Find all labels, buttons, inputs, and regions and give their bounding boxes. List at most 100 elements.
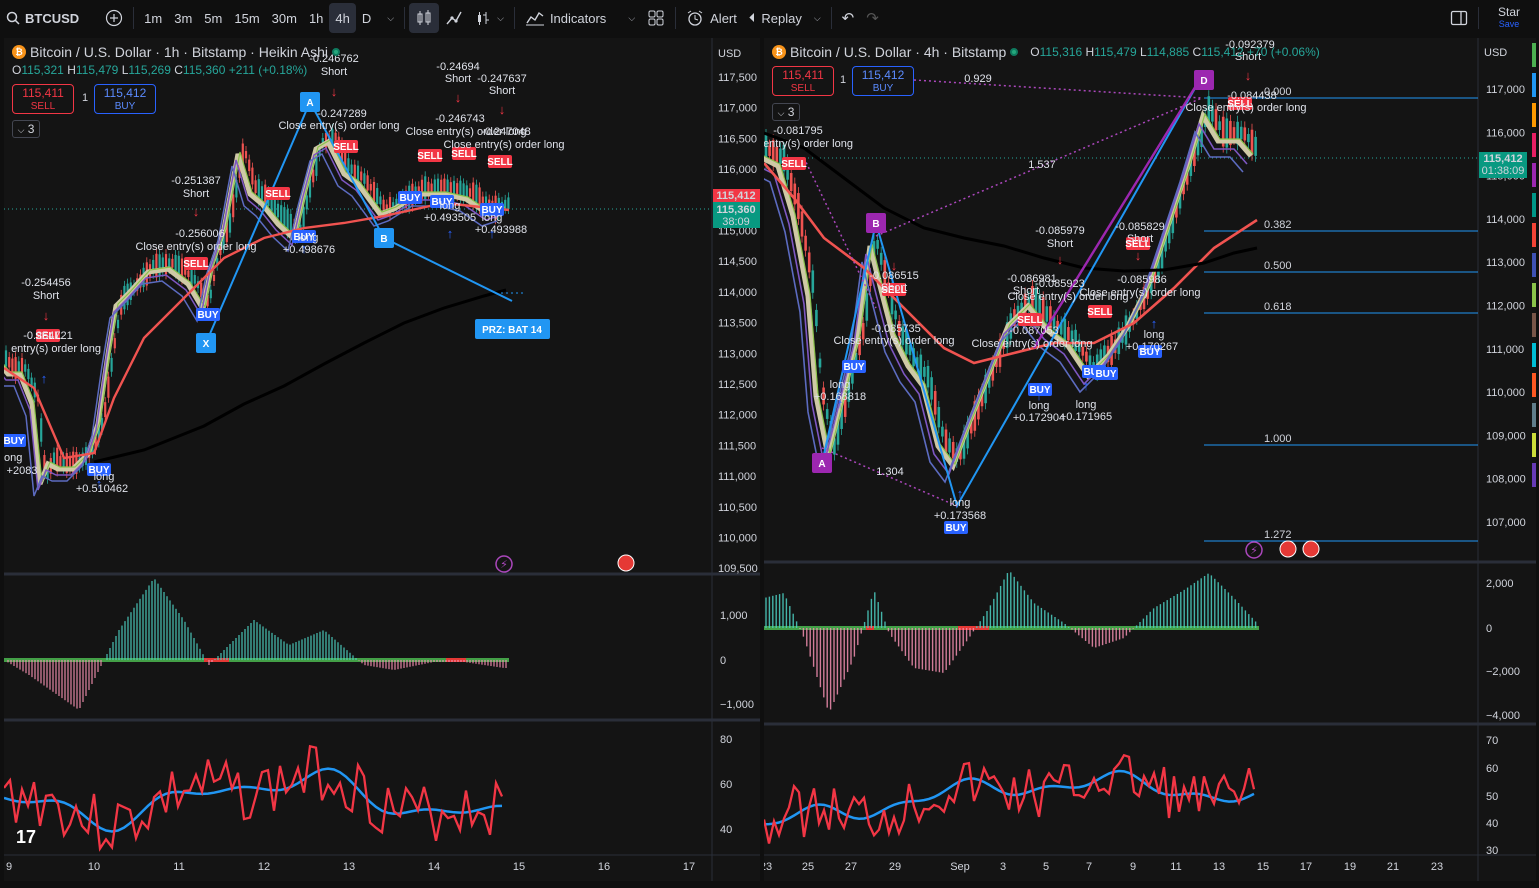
candle-body	[977, 394, 980, 420]
indicators-collapse-button[interactable]: ⌵ 3	[772, 103, 800, 121]
time-tick-label: 14	[428, 861, 440, 873]
candle-body	[1074, 329, 1077, 351]
candle-body	[174, 254, 177, 274]
candle-body	[768, 145, 771, 156]
candle-body	[459, 180, 462, 201]
candle-body	[11, 358, 14, 374]
candle-body	[260, 186, 264, 200]
layouts-button[interactable]	[641, 3, 671, 33]
sell-button[interactable]: 115,411 SELL	[772, 66, 834, 96]
candle-body	[363, 173, 366, 184]
candle-body	[1239, 126, 1243, 140]
chevron-down-icon: ⌵	[387, 12, 395, 23]
candle-body	[395, 198, 398, 210]
candle-body	[344, 147, 347, 170]
interval-15m[interactable]: 15m	[234, 10, 260, 26]
candle-body	[901, 326, 905, 345]
interval-30m[interactable]: 30m	[271, 10, 297, 26]
symbol-search[interactable]: BTCUSD	[0, 3, 85, 33]
sell-signal-label: SELL	[265, 189, 291, 200]
candle-body	[504, 199, 507, 209]
compare-symbol-button[interactable]	[99, 3, 129, 33]
indicators-button[interactable]: Indicators ⌵	[519, 3, 641, 33]
candle-body	[818, 358, 822, 368]
bottom-strip	[0, 881, 1539, 888]
candle-body	[468, 188, 472, 197]
time-tick-label: 13	[343, 861, 355, 873]
trade-annotation: -0.092379	[1225, 39, 1275, 51]
interval-3m[interactable]: 3m	[174, 10, 193, 26]
candle-body	[161, 257, 164, 272]
candle-body	[420, 179, 424, 199]
candle-body	[883, 260, 887, 287]
trade-annotation: -0.246762	[309, 53, 359, 65]
lightning-event-icon	[1245, 541, 1263, 559]
rewind-icon: ⏴	[748, 10, 756, 25]
time-tick-label: 25	[802, 861, 814, 873]
bar-style-button[interactable]	[409, 3, 440, 33]
indicators-collapse-button[interactable]: ⌵ 3	[12, 120, 40, 138]
candle-body	[987, 372, 991, 388]
layout-toggle-button[interactable]	[1444, 3, 1474, 33]
candle-body	[308, 178, 312, 198]
candle-body	[941, 426, 944, 437]
sell-button[interactable]: 115,411 SELL	[12, 84, 74, 114]
buy-signal-tag	[480, 203, 504, 216]
chart-pane-1h[interactable]: USD117,500117,000116,500116,000115,50011…	[4, 38, 760, 881]
price-tick-label: 114,000	[718, 287, 757, 299]
trade-annotation: -0.256006	[175, 228, 225, 240]
toolbar-divider	[513, 7, 515, 29]
close-value: 115,360	[182, 63, 226, 77]
buy-button[interactable]: 115,412 BUY	[852, 66, 914, 96]
interval-1m[interactable]: 1m	[144, 10, 163, 26]
order-quantity[interactable]: 1	[82, 92, 89, 104]
order-quantity[interactable]: 1	[840, 74, 847, 86]
candle-body	[836, 419, 840, 445]
chart-canvas-1h[interactable]: USD117,500117,000116,500116,000115,50011…	[4, 38, 760, 881]
redo-button[interactable]: ↷	[860, 3, 885, 33]
candle-body	[104, 402, 107, 418]
chart-type-button[interactable]: ⌵	[469, 3, 510, 33]
chevron-down-icon: ⌵	[813, 12, 821, 23]
trade-annotation: Close entry(s) order long	[1079, 287, 1200, 299]
candle-body	[379, 196, 382, 205]
interval-d[interactable]: D	[361, 10, 372, 26]
save-layout-button[interactable]: Star Save	[1483, 6, 1535, 30]
macd-tick-label: 0	[1486, 623, 1492, 635]
sell-signal-tag	[488, 155, 512, 168]
candle-body	[100, 418, 104, 430]
series-legend: ₿ Bitcoin / U.S. Dollar · 4h · Bitstamp …	[772, 44, 1320, 60]
pattern-point-x-marker	[196, 333, 216, 353]
interval-1h[interactable]: 1h	[308, 10, 324, 26]
buy-button[interactable]: 115,412 BUY	[94, 84, 156, 114]
rsi-tick-label: 50	[1486, 791, 1498, 803]
alert-button[interactable]: Alert	[680, 3, 743, 33]
sell-signal-label: SELL	[781, 159, 807, 170]
trade-annotation: Close entry(s) order long	[1185, 102, 1306, 114]
time-tick-label: 15	[513, 861, 525, 873]
bitcoin-icon: ₿	[772, 45, 786, 59]
price-tick-label: 107,000	[1486, 517, 1526, 529]
moving-average-black	[93, 288, 507, 464]
trade-annotation: long	[440, 200, 461, 212]
interval-dropdown[interactable]: ⌵	[377, 3, 400, 33]
candle-body	[1236, 121, 1239, 145]
line-style-button[interactable]	[439, 3, 469, 33]
replay-button[interactable]: ⏴ Replay ⌵	[743, 3, 827, 33]
chart-pane-4h[interactable]: USD117,000116,000115,000114,000113,00011…	[764, 38, 1536, 881]
candle-body	[366, 175, 369, 191]
interval-4h[interactable]: 4h	[329, 3, 356, 33]
undo-button[interactable]: ↶	[836, 3, 861, 33]
chart-canvas-4h[interactable]: USD117,000116,000115,000114,000113,00011…	[764, 38, 1536, 881]
candle-body	[861, 323, 865, 340]
trade-annotation: -0.254456	[21, 277, 71, 289]
ratio-dotted-line	[913, 79, 1203, 99]
interval-5m[interactable]: 5m	[204, 10, 223, 26]
candle-body	[851, 365, 854, 384]
sell-signal-tag	[1228, 97, 1252, 110]
trade-annotation: -0.254721	[23, 330, 73, 342]
price-tick-label: 116,000	[718, 164, 757, 176]
candle-body	[315, 152, 318, 176]
pattern-point-a-marker	[300, 92, 320, 112]
close-price-tag	[713, 202, 760, 228]
